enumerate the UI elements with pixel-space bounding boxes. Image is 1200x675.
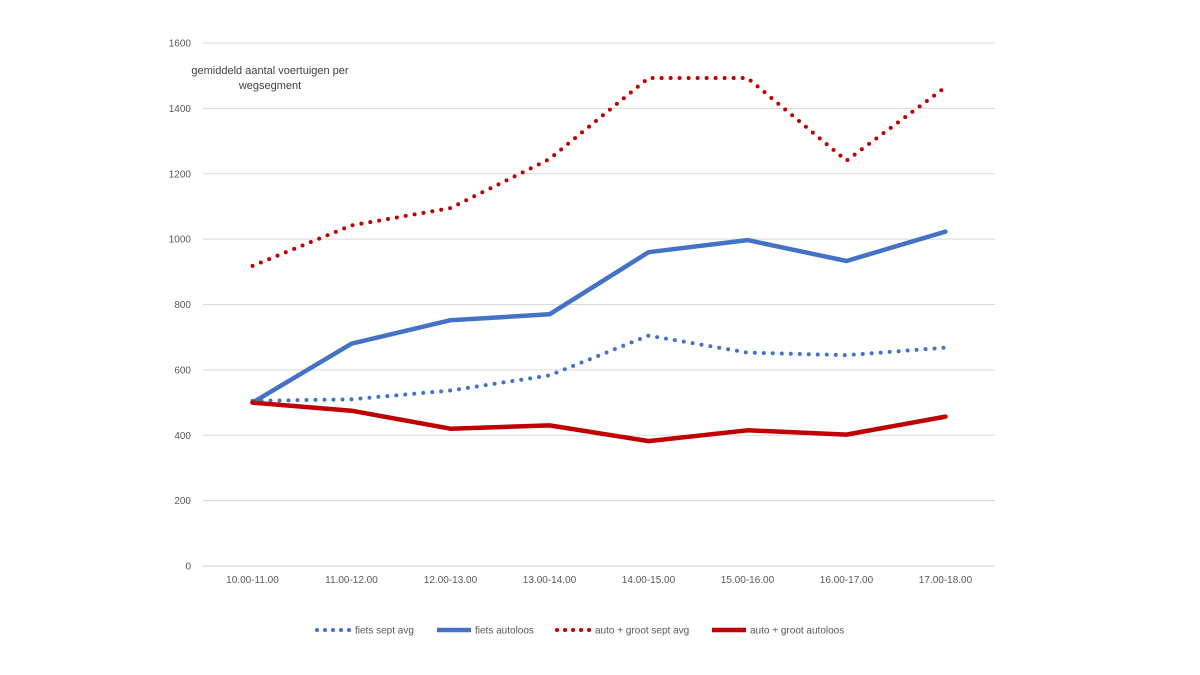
- y-tick-label: 600: [174, 365, 191, 376]
- y-tick-label: 0: [185, 562, 191, 573]
- x-tick-label: 11.00-12.00: [325, 575, 378, 586]
- x-tick-label: 13.00-14.00: [523, 575, 577, 586]
- series-points-auto-groot-autoloos: [252, 402, 946, 442]
- series-points-fiets-sept-avg: [252, 335, 946, 401]
- legend-label: auto + groot autoloos: [750, 626, 844, 637]
- legend-label: fiets sept avg: [355, 626, 414, 637]
- series-lines: [250, 76, 948, 444]
- x-tick-label: 17.00-18.00: [919, 575, 973, 586]
- x-tick-label: 15.00-16.00: [721, 575, 775, 586]
- x-tick-label: 12.00-13.00: [424, 575, 478, 586]
- legend-label: fiets autoloos: [475, 626, 534, 637]
- y-tick-label: 1400: [169, 104, 192, 115]
- y-axis: 0 200 400 600 800 1000 1200 1400 1600: [169, 39, 192, 573]
- legend: fiets sept avg fiets autoloos auto + groot…: [315, 626, 844, 637]
- series-line-fiets-autoloos: [250, 229, 948, 405]
- legend-item-fiets-autoloos: fiets autoloos: [437, 626, 534, 637]
- legend-item-fiets-sept-avg: fiets sept avg: [315, 626, 414, 637]
- series-points-auto-groot-sept-avg: [252, 77, 946, 266]
- series-points-fiets-autoloos: [252, 231, 946, 403]
- legend-label: auto + groot sept avg: [595, 626, 689, 637]
- series-line-auto-groot-autoloos: [250, 400, 948, 444]
- legend-item-auto-groot-autoloos: auto + groot autoloos: [712, 626, 844, 637]
- y-tick-label: 400: [174, 431, 191, 442]
- x-tick-label: 16.00-17.00: [820, 575, 874, 586]
- y-tick-label: 1600: [169, 39, 192, 50]
- y-tick-label: 1200: [169, 169, 192, 180]
- annotation-line-2: wegsegment: [238, 80, 301, 92]
- y-tick-label: 800: [174, 300, 191, 311]
- x-tick-label: 10.00-11.00: [226, 575, 279, 586]
- x-tick-label: 14.00-15.00: [622, 575, 676, 586]
- x-axis: 10.00-11.00 11.00-12.00 12.00-13.00 13.00-1…: [226, 575, 972, 586]
- legend-item-auto-groot-sept-avg: auto + groot sept avg: [555, 626, 689, 637]
- y-tick-label: 1000: [169, 235, 192, 246]
- series-line-auto-groot-sept-avg: [250, 76, 948, 268]
- annotation-line-1: gemiddeld aantal voertuigen per: [191, 65, 349, 77]
- gridlines: [203, 42, 995, 567]
- y-tick-label: 200: [174, 496, 191, 507]
- series-line-fiets-sept-avg: [250, 333, 948, 403]
